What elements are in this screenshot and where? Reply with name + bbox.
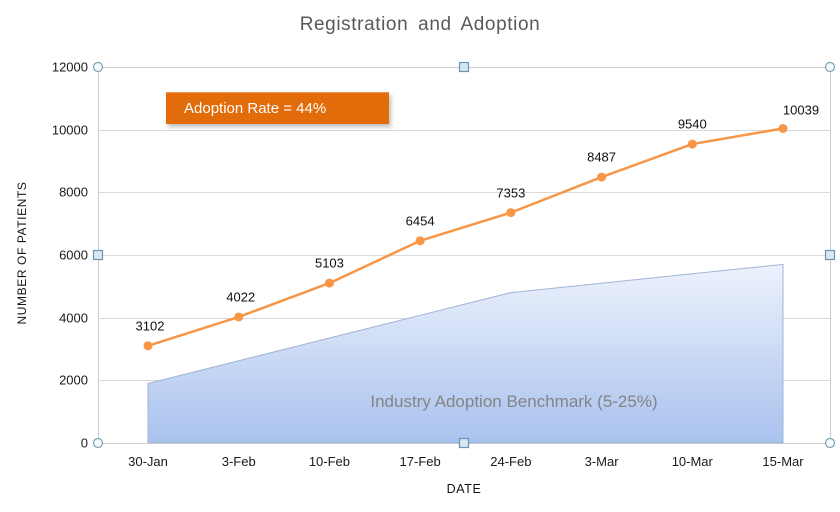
selection-handle[interactable] bbox=[92, 61, 104, 73]
data-point-marker[interactable] bbox=[506, 208, 516, 218]
adoption-rate-label: Adoption Rate = 44% bbox=[184, 100, 327, 117]
adoption-rate-callout[interactable]: Adoption Rate = 44% bbox=[166, 92, 389, 124]
benchmark-area-series[interactable] bbox=[147, 263, 784, 443]
data-point-marker[interactable] bbox=[687, 139, 697, 149]
x-tick-label: 30-Jan bbox=[128, 454, 168, 469]
x-tick-label: 24-Feb bbox=[490, 454, 532, 469]
chart-title: Registration and Adoption bbox=[299, 14, 541, 35]
x-tick-label: 3-Mar bbox=[584, 454, 619, 469]
data-point-marker[interactable] bbox=[143, 341, 153, 351]
data-point-marker[interactable] bbox=[324, 278, 334, 288]
y-tick-label: 8000 bbox=[59, 184, 88, 200]
data-point-label: 3102 bbox=[135, 318, 165, 334]
x-tick-label: 17-Feb bbox=[399, 454, 441, 469]
selection-handle[interactable] bbox=[92, 437, 104, 449]
x-tick-label: 10-Mar bbox=[671, 454, 713, 469]
x-tick-label: 3-Feb bbox=[221, 454, 256, 469]
selection-handle[interactable] bbox=[458, 437, 470, 449]
selection-handle[interactable] bbox=[92, 249, 104, 261]
x-axis-title: DATE bbox=[446, 482, 482, 496]
data-point-label: 6454 bbox=[405, 213, 435, 229]
x-tick-label: 15-Mar bbox=[762, 454, 804, 469]
x-tick-label: 10-Feb bbox=[308, 454, 351, 469]
patients-line-series[interactable] bbox=[146, 127, 785, 348]
selection-handle[interactable] bbox=[458, 61, 470, 73]
data-point-label: 5103 bbox=[314, 255, 344, 271]
data-point-label: 8487 bbox=[587, 149, 617, 165]
data-point-marker[interactable] bbox=[597, 172, 607, 182]
y-tick-label: 10000 bbox=[51, 122, 88, 138]
y-tick-label: 12000 bbox=[51, 59, 88, 75]
y-tick-label: 2000 bbox=[59, 372, 88, 388]
data-point-label: 9540 bbox=[677, 116, 707, 132]
data-point-marker[interactable] bbox=[234, 312, 244, 322]
y-tick-label: 6000 bbox=[59, 247, 88, 263]
selection-handle[interactable] bbox=[824, 249, 836, 261]
data-point-label: 7353 bbox=[496, 185, 526, 201]
benchmark-series-label: Industry Adoption Benchmark (5-25%) bbox=[370, 392, 658, 411]
data-point-marker[interactable] bbox=[415, 236, 425, 246]
data-point-marker[interactable] bbox=[778, 123, 788, 133]
selection-handle[interactable] bbox=[824, 61, 836, 73]
data-point-label: 4022 bbox=[226, 289, 256, 305]
data-point-label: 10039 bbox=[782, 102, 820, 118]
y-tick-label: 4000 bbox=[59, 310, 88, 326]
selection-handle[interactable] bbox=[824, 437, 836, 449]
y-tick-label: 0 bbox=[80, 435, 88, 451]
